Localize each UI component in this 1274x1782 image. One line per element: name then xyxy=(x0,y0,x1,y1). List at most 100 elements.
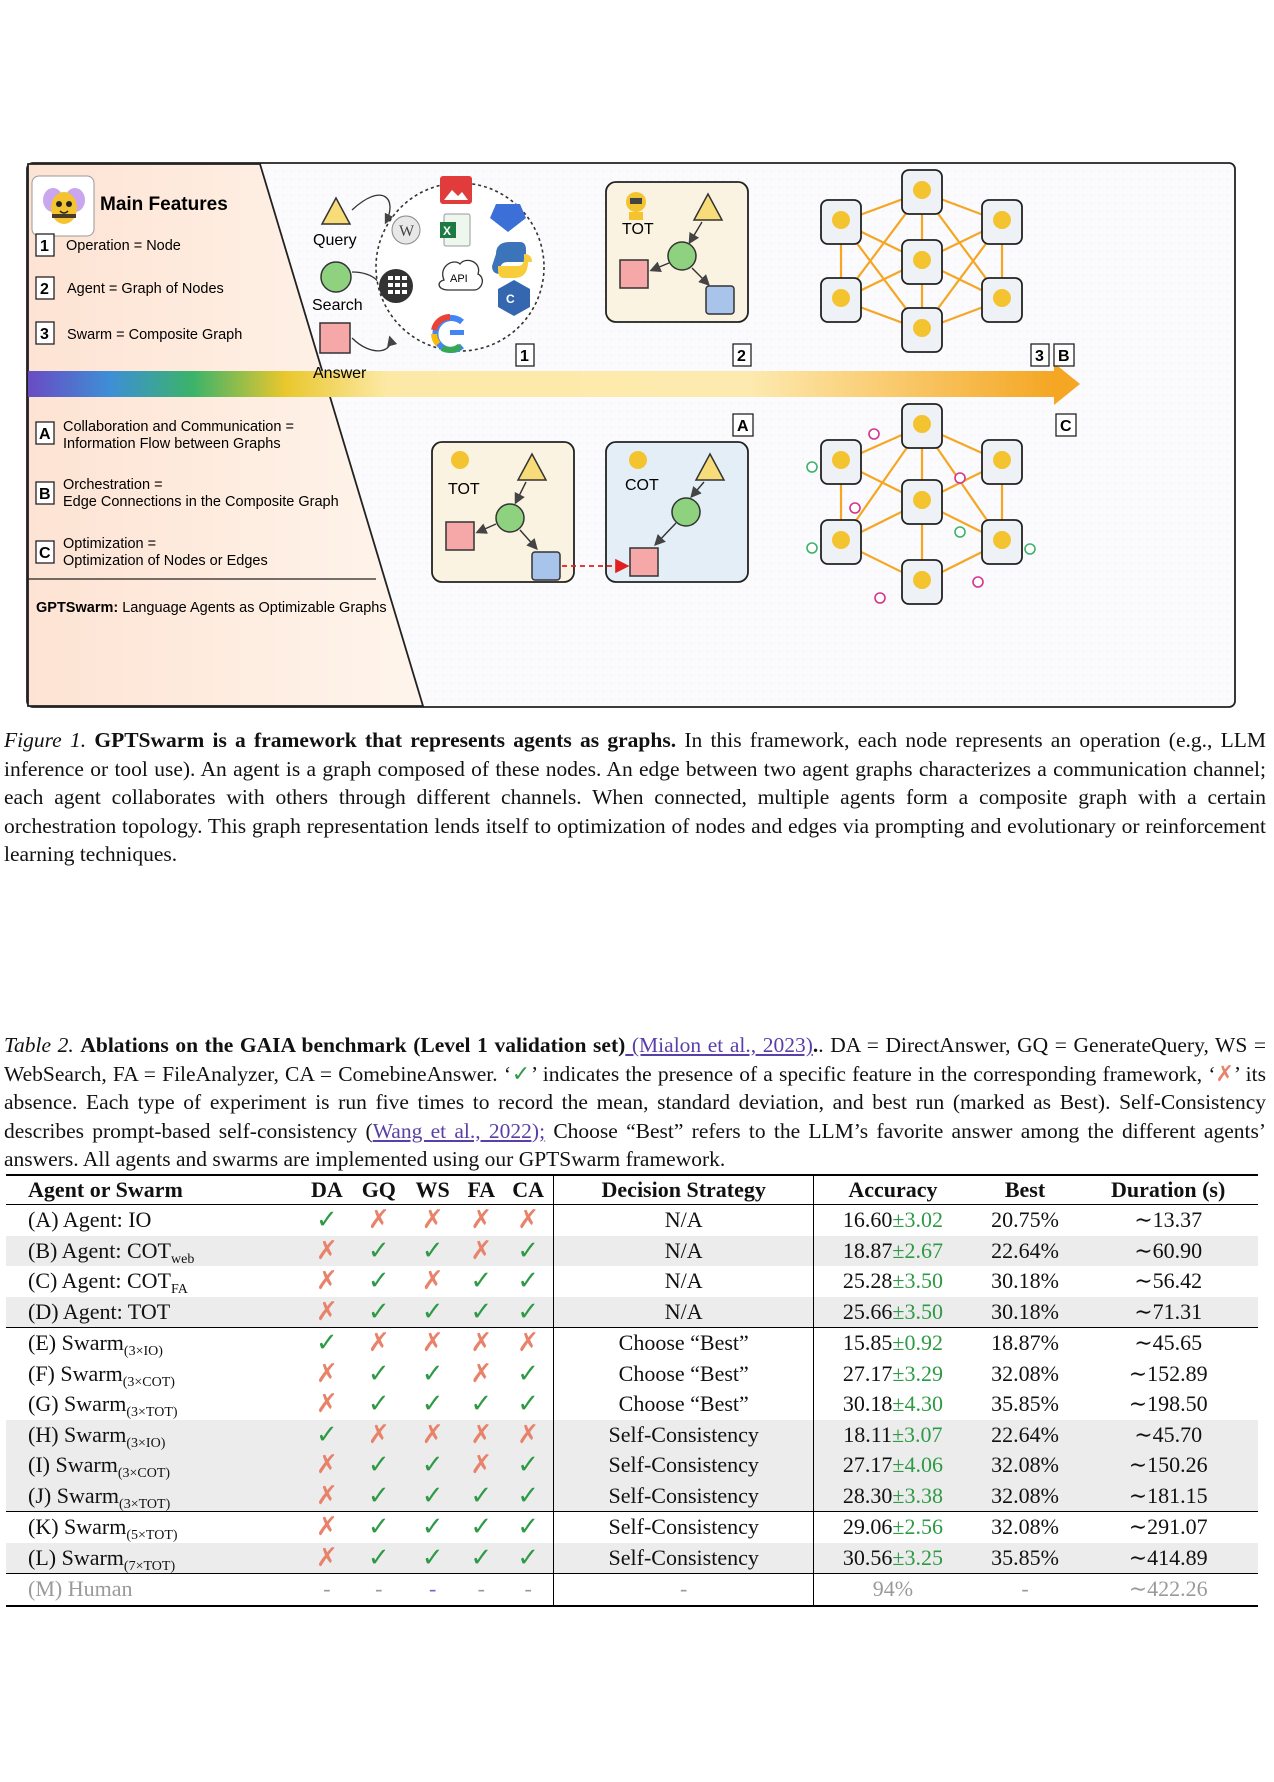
duration-cell: ∼45.70 xyxy=(1078,1419,1258,1450)
feature-cell: ✓ xyxy=(503,1359,554,1390)
row-name: (F) Swarm(3×COT) xyxy=(28,1360,175,1390)
human-cell: - xyxy=(971,1573,1079,1607)
panel-collaboration: A TOT COT xyxy=(431,413,754,583)
feature-cell: ✗ xyxy=(351,1327,406,1359)
feature-cell: ✓ xyxy=(406,1389,460,1420)
cross-mark: ✗ xyxy=(316,1512,338,1542)
duration-cell: ∼152.89 xyxy=(1128,1360,1208,1386)
check-mark: ✓ xyxy=(367,1235,390,1265)
check-mark: ✓ xyxy=(517,1450,540,1480)
table-row: (C) Agent: COTFA ✗ ✓ ✗ ✓ ✓ N/A 25.28±3.50 30.18%… xyxy=(6,1266,1258,1297)
check-mark: ✓ xyxy=(517,1296,540,1326)
row-name: (E) Swarm(3×IO) xyxy=(6,1327,302,1359)
progression-arrow xyxy=(28,363,1080,405)
check-mark: ✓ xyxy=(517,1542,540,1572)
panel-tag-1: 1 xyxy=(520,348,529,365)
column-header: Accuracy xyxy=(813,1174,972,1205)
figure-caption-title: GPTSwarm is a framework that represents … xyxy=(94,728,677,752)
aspect-b-line1: Orchestration = xyxy=(63,477,163,493)
feature-cell: ✗ xyxy=(301,1511,352,1543)
human-cell: - xyxy=(405,1573,460,1607)
citation-wang[interactable]: Wang et al., 2022); xyxy=(372,1118,546,1143)
feature-cell: ✗ xyxy=(352,1205,406,1236)
duration-cell: ∼56.42 xyxy=(1134,1268,1203,1294)
feature-3-text: Swarm = Composite Graph xyxy=(67,327,242,343)
cross-mark: ✗ xyxy=(470,1205,493,1235)
feature-cell: ✓ xyxy=(459,1542,504,1574)
feature-cell: ✓ xyxy=(460,1389,504,1420)
panel-agent: TOT 2 xyxy=(605,181,752,367)
cross-mark: ✗ xyxy=(316,1542,338,1572)
check-mark: ✓ xyxy=(517,1389,540,1419)
search-node xyxy=(320,261,352,293)
feature-cell: ✗ xyxy=(459,1450,504,1481)
svg-text:W: W xyxy=(399,223,415,240)
decision-strategy-cell: Choose “Best” xyxy=(553,1358,814,1389)
robot-icon xyxy=(626,192,646,220)
column-header: Best xyxy=(971,1174,1079,1205)
api-label: API xyxy=(450,273,468,285)
feature-cell: ✓ xyxy=(405,1480,460,1512)
decision-strategy-cell: Self-Consistency xyxy=(553,1450,814,1481)
check-mark: ✓ xyxy=(470,1512,493,1542)
decision-strategy-cell: Self-Consistency xyxy=(553,1542,814,1574)
table-caption-text-4: Choose “Best” refers to the LLM’s favori… xyxy=(4,1118,1267,1172)
feature-cell: ✓ xyxy=(351,1450,406,1481)
feature-cell: ✓ xyxy=(352,1389,406,1420)
feature-cell: ✗ xyxy=(351,1419,406,1450)
check-mark: ✓ xyxy=(421,1389,444,1419)
row-name: (C) Agent: COTFA xyxy=(28,1268,188,1298)
row-name: (K) Swarm(5×TOT) xyxy=(6,1511,302,1543)
feature-cell: ✓ xyxy=(503,1511,554,1543)
feature-cell: ✓ xyxy=(503,1450,554,1481)
aspect-c-line2: Optimization of Nodes or Edges xyxy=(63,553,268,569)
feature-2-text: Agent = Graph of Nodes xyxy=(67,281,224,297)
aspect-a-line2: Information Flow between Graphs xyxy=(63,436,281,452)
accuracy-cell: 18.11±3.07 xyxy=(813,1419,972,1450)
row-name: (L) Swarm(7×TOT) xyxy=(6,1542,302,1574)
feature-cell: ✗ xyxy=(302,1266,352,1297)
feature-3-num: 3 xyxy=(40,326,49,343)
best-cell: 32.08% xyxy=(971,1480,1079,1512)
best-cell: 30.18% xyxy=(991,1268,1059,1294)
check-mark: ✓ xyxy=(367,1266,390,1296)
panel-operations: Query Search Answer W X API xyxy=(312,176,545,382)
table-caption-title: Ablations on the GAIA benchmark (Level 1… xyxy=(80,1033,626,1057)
check-mark: ✓ xyxy=(517,1266,540,1296)
human-cell: ∼422.26 xyxy=(1078,1573,1258,1607)
decision-strategy-cell: Choose “Best” xyxy=(553,1389,814,1420)
duration-cell: ∼71.31 xyxy=(1078,1296,1258,1328)
aspect-c-line1: Optimization = xyxy=(63,536,156,552)
check-mark: ✓ xyxy=(367,1542,390,1572)
citation-mialon[interactable]: (Mialon et al., 2023) xyxy=(625,1033,813,1057)
decision-strategy-cell: Self-Consistency xyxy=(553,1480,814,1512)
feature-cell: ✓ xyxy=(351,1480,406,1512)
column-header: DA xyxy=(301,1174,352,1205)
feature-1-text: Operation = Node xyxy=(66,238,181,254)
feature-1-num: 1 xyxy=(40,238,49,255)
row-name: (I) Swarm(3×COT) xyxy=(6,1450,302,1481)
feature-cell: ✓ xyxy=(405,1296,460,1328)
python-icon xyxy=(492,242,532,278)
column-header: Decision Strategy xyxy=(553,1174,814,1205)
feature-cell: ✗ xyxy=(301,1480,352,1512)
table-row: (D) Agent: TOT ✗ ✓ ✓ ✓ ✓ N/A 25.66±3.50 30.18% ∼7… xyxy=(6,1296,1258,1328)
feature-cell: ✗ xyxy=(460,1359,504,1390)
cross-mark: ✗ xyxy=(316,1389,338,1419)
human-cell: - xyxy=(503,1573,554,1607)
api-icon xyxy=(438,259,484,291)
feature-cell: ✓ xyxy=(351,1511,406,1543)
feature-cell: ✓ xyxy=(405,1235,460,1266)
row-name: (G) Swarm(3×TOT) xyxy=(28,1391,178,1421)
check-mark: ✓ xyxy=(421,1296,444,1326)
panel-tag-2: 2 xyxy=(737,348,746,365)
check-mark: ✓ xyxy=(316,1205,338,1235)
feature-cell: ✓ xyxy=(503,1266,554,1297)
svg-text:X: X xyxy=(443,224,451,238)
accuracy-cell: 30.18±4.30 xyxy=(813,1389,972,1420)
accuracy-cell: 30.56±3.25 xyxy=(813,1542,972,1574)
table-caption-text-2: ’ indicates the presence of a specific f… xyxy=(531,1061,1216,1086)
check-mark: ✓ xyxy=(367,1389,390,1419)
check-mark: ✓ xyxy=(367,1512,390,1542)
feature-cell: ✓ xyxy=(302,1205,352,1236)
